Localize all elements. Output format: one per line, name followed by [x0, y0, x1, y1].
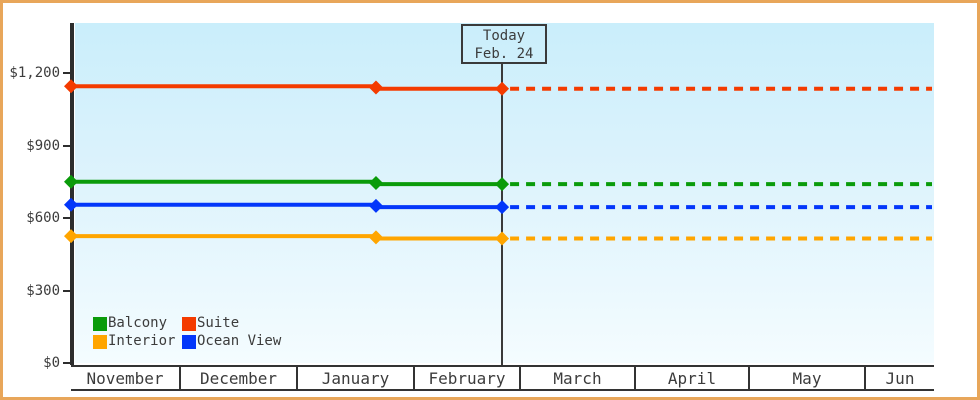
month-cell-march: March	[521, 367, 636, 389]
legend-swatch-ocean-view	[182, 334, 196, 349]
legend-label-suite: Suite	[197, 315, 240, 331]
legend-item-interior: Interior	[93, 334, 175, 349]
legend-swatch-interior	[93, 334, 107, 349]
series-marker-start-interior	[64, 229, 78, 244]
series-line-ocean-view	[71, 202, 503, 210]
y-axis-tick	[63, 362, 71, 364]
legend-swatch-suite	[182, 316, 196, 331]
today-annotation-box: Today Feb. 24	[461, 24, 547, 64]
y-axis-tick	[63, 144, 71, 147]
month-cell-april: April	[636, 367, 750, 389]
series-marker-today-interior	[495, 231, 510, 246]
legend-item-suite: Suite	[182, 316, 239, 331]
series-line-suite	[71, 84, 503, 91]
series-line-interior	[71, 234, 503, 241]
series-marker-drop-balcony	[368, 175, 383, 190]
today-label: Today	[482, 28, 526, 44]
series-marker-start-suite	[64, 79, 78, 94]
series-lines-layer	[64, 79, 932, 246]
plot-area-background	[75, 23, 934, 363]
month-cell-february: February	[415, 367, 521, 389]
legend-swatch-balcony	[93, 316, 107, 331]
month-cell-november: November	[71, 367, 181, 389]
y-axis-tick	[63, 217, 71, 219]
today-date: Feb. 24	[474, 46, 534, 62]
legend-item-balcony: Balcony	[93, 316, 167, 331]
y-axis-line	[70, 23, 74, 365]
y-axis-tick-label: $900	[26, 137, 60, 154]
y-axis-tick-label: $300	[26, 282, 60, 299]
month-cell-december: December	[181, 367, 298, 389]
series-marker-drop-suite	[368, 80, 383, 95]
y-axis-tick-label: $0	[43, 355, 60, 371]
series-marker-today-ocean-view	[495, 200, 510, 215]
y-axis-tick-label: $600	[26, 210, 60, 226]
y-axis-tick	[63, 72, 71, 74]
series-line-balcony	[71, 179, 503, 187]
legend-label-ocean-view: Ocean View	[197, 333, 282, 349]
y-axis-tick-label: $1,200	[9, 65, 60, 81]
legend-item-ocean-view: Ocean View	[182, 334, 281, 349]
series-marker-today-suite	[495, 81, 510, 96]
legend-label-balcony: Balcony	[108, 315, 168, 331]
series-marker-start-balcony	[64, 174, 78, 189]
series-marker-drop-interior	[368, 230, 383, 245]
y-axis-tick	[63, 289, 71, 292]
series-marker-start-ocean-view	[64, 197, 78, 212]
month-cell-january: January	[298, 367, 415, 389]
series-marker-today-balcony	[495, 177, 510, 192]
legend-label-interior: Interior	[108, 333, 176, 349]
series-marker-drop-ocean-view	[368, 198, 383, 213]
month-cell-may: May	[750, 367, 866, 389]
month-cell-jun: Jun	[885, 368, 915, 388]
month-axis-row: November December January February March Apri…	[71, 365, 934, 391]
